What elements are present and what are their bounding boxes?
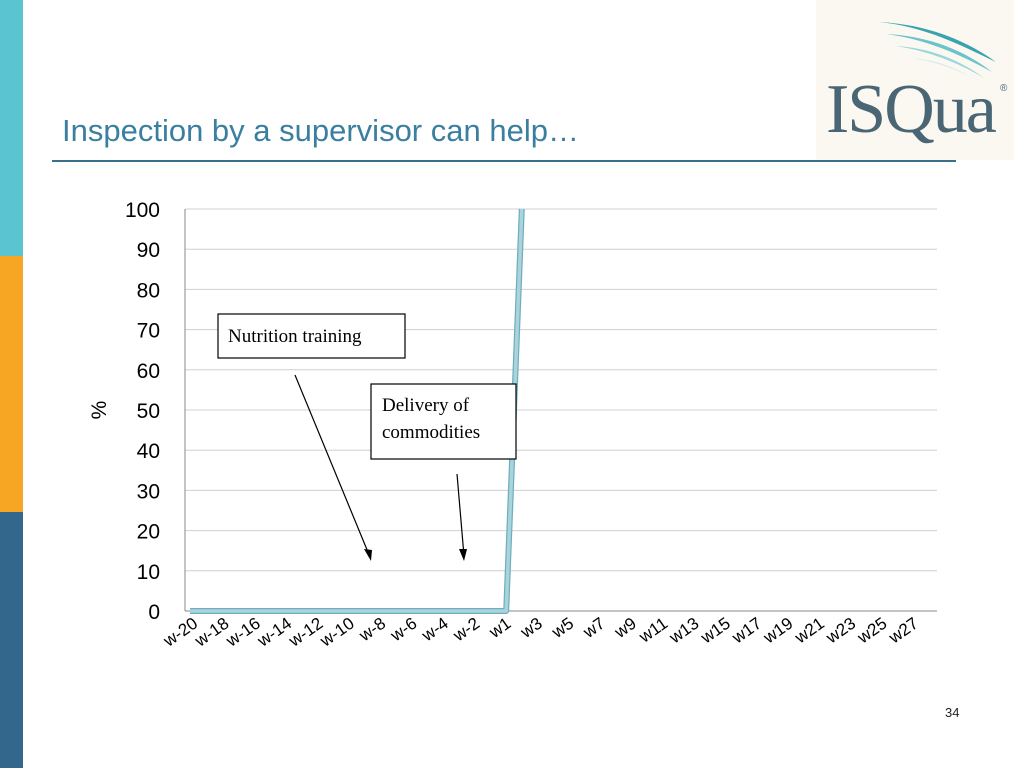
slide-title: Inspection by a supervisor can help… — [62, 113, 579, 148]
page-number: 34 — [945, 705, 960, 720]
isqua-logo: ISQua ® — [816, 0, 1014, 160]
y-tick-label: 10 — [137, 561, 160, 584]
arrow-delivery — [456, 473, 465, 557]
x-tick-label: w21 — [791, 614, 828, 648]
x-tick-label: w-2 — [449, 614, 483, 646]
arrowhead-nutrition — [364, 549, 372, 561]
y-tick-label: 100 — [125, 199, 160, 222]
y-axis-label: % — [88, 401, 111, 420]
x-tick-label: w25 — [853, 614, 890, 648]
x-tick-label: w1 — [485, 614, 515, 643]
accent-bar-blue — [0, 512, 23, 768]
x-tick-label: w13 — [665, 614, 702, 648]
x-tick-label: w7 — [579, 614, 609, 643]
x-tick-label: w-10 — [316, 614, 358, 651]
y-tick-label: 90 — [137, 239, 160, 262]
annotation-box-nutrition — [217, 313, 406, 359]
y-tick-label: 40 — [137, 440, 160, 463]
y-tick-label: 20 — [137, 521, 160, 544]
x-tick-label: w-4 — [418, 614, 452, 646]
registered-mark: ® — [1000, 83, 1008, 94]
x-tick-label: w5 — [548, 614, 578, 643]
accent-bar-teal — [0, 0, 23, 256]
x-tick-label: w-6 — [386, 614, 420, 646]
x-tick-label: w27 — [885, 614, 922, 648]
y-tick-label: 0 — [148, 601, 160, 624]
annotation-nutrition-training: Nutrition training — [228, 326, 362, 347]
y-tick-label: 80 — [137, 279, 160, 302]
x-tick-label: w15 — [697, 614, 734, 648]
logo-text: ISQua — [826, 71, 997, 148]
x-tick-label: w19 — [759, 614, 796, 648]
series-line — [190, 208, 524, 613]
x-tick-label: w23 — [822, 614, 859, 648]
accent-bar-orange — [0, 256, 23, 512]
y-tick-label: 70 — [137, 320, 160, 343]
arrow-nutrition — [294, 374, 371, 558]
annotation-delivery-of-commodities: Delivery of commodities — [382, 395, 480, 443]
x-tick-label: w9 — [610, 614, 640, 643]
arrowhead-delivery — [459, 549, 467, 561]
y-tick-label: 50 — [137, 400, 160, 423]
title-divider — [52, 160, 956, 162]
x-tick-label: w11 — [635, 614, 671, 647]
x-tick-label: w17 — [728, 614, 765, 648]
annotation-box-delivery — [370, 383, 517, 460]
y-tick-label: 30 — [137, 480, 160, 503]
x-tick-label: w3 — [516, 614, 546, 643]
y-tick-label: 60 — [137, 360, 160, 383]
x-tick-label: w-8 — [355, 614, 389, 646]
